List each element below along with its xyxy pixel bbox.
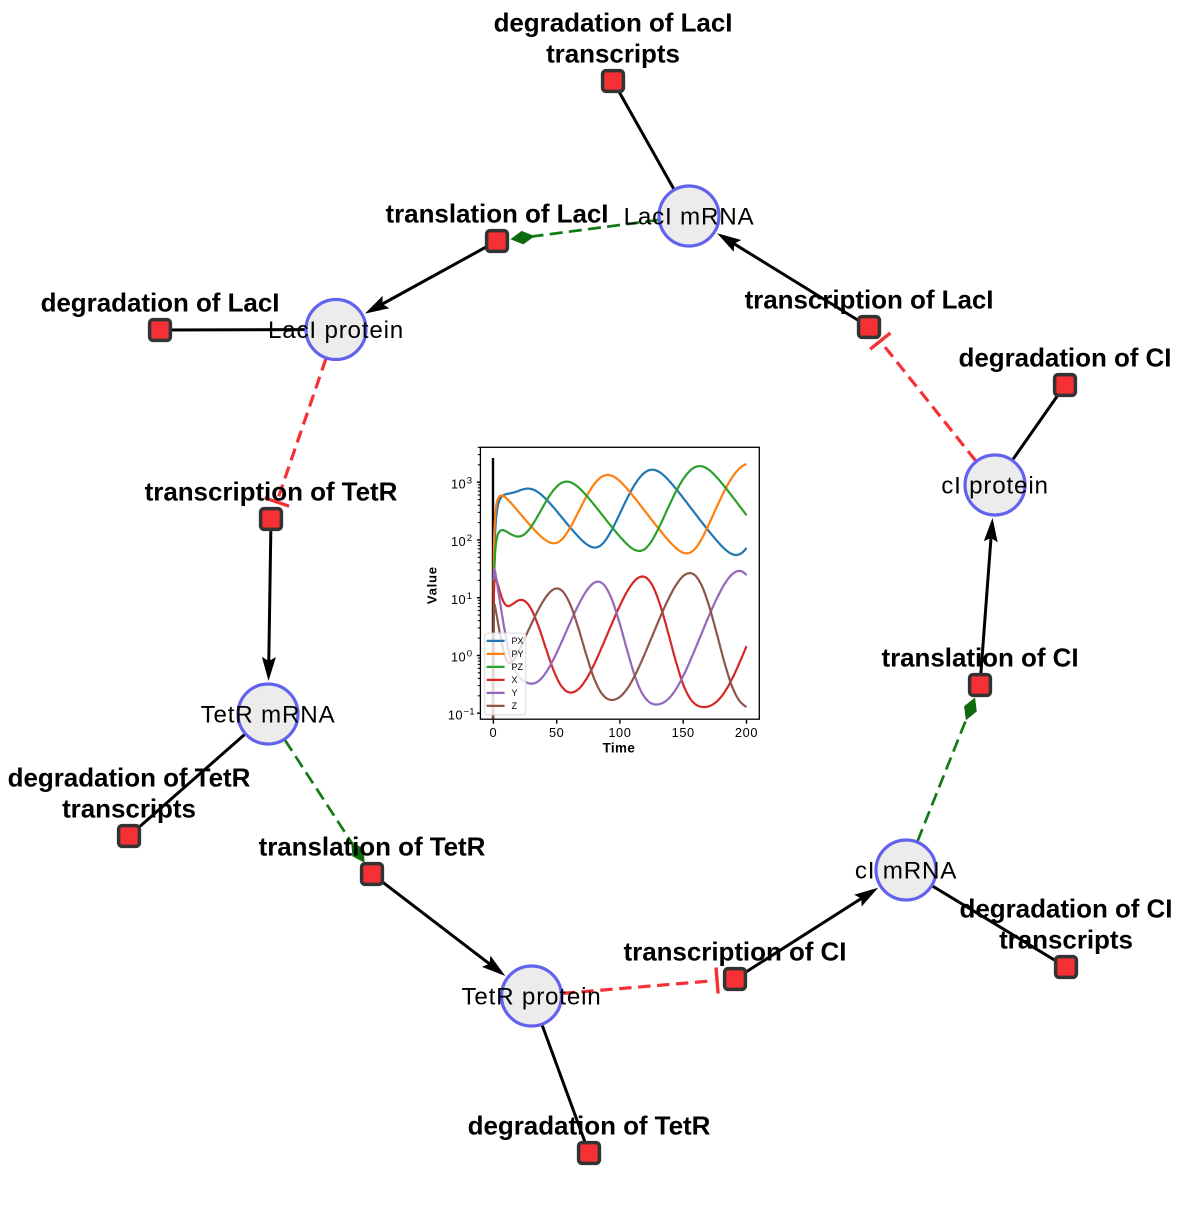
svg-text:3: 3: [467, 475, 472, 486]
svg-text:translation of TetR: translation of TetR: [259, 831, 486, 861]
svg-text:transcripts: transcripts: [62, 793, 196, 823]
svg-text:transcripts: transcripts: [999, 924, 1133, 954]
svg-text:10: 10: [451, 592, 466, 607]
svg-text:0: 0: [490, 725, 498, 740]
svg-text:transcription of CI: transcription of CI: [624, 936, 847, 966]
svg-text:TetR mRNA: TetR mRNA: [201, 702, 336, 729]
svg-text:degradation of CI: degradation of CI: [960, 893, 1173, 923]
svg-text:PX: PX: [512, 636, 524, 646]
svg-text:LacI protein: LacI protein: [268, 317, 404, 344]
svg-text:degradation of LacI: degradation of LacI: [41, 287, 280, 317]
svg-text:10: 10: [451, 650, 466, 665]
svg-text:translation of CI: translation of CI: [881, 642, 1078, 672]
svg-text:transcription of LacI: transcription of LacI: [745, 284, 994, 314]
svg-text:degradation of LacI: degradation of LacI: [494, 7, 733, 37]
svg-text:200: 200: [735, 725, 758, 740]
svg-text:10: 10: [451, 476, 466, 491]
svg-text:cI protein: cI protein: [941, 473, 1049, 500]
svg-text:cI mRNA: cI mRNA: [855, 858, 957, 885]
svg-text:translation of LacI: translation of LacI: [386, 198, 609, 228]
svg-text:Value: Value: [424, 566, 439, 604]
svg-text:transcripts: transcripts: [546, 38, 680, 68]
svg-text:2: 2: [467, 533, 472, 544]
svg-text:150: 150: [672, 725, 695, 740]
svg-text:Y: Y: [512, 688, 518, 698]
svg-text:TetR protein: TetR protein: [461, 984, 601, 1011]
svg-text:X: X: [512, 675, 518, 685]
svg-text:Time: Time: [603, 741, 636, 756]
svg-text:0: 0: [467, 649, 472, 660]
svg-text:100: 100: [608, 725, 631, 740]
svg-text:50: 50: [549, 725, 564, 740]
svg-text:degradation of CI: degradation of CI: [959, 342, 1172, 372]
svg-text:PY: PY: [512, 649, 524, 659]
svg-text:1: 1: [467, 591, 472, 602]
svg-text:LacI mRNA: LacI mRNA: [624, 204, 755, 231]
svg-text:degradation of TetR: degradation of TetR: [468, 1110, 711, 1140]
svg-text:transcription of TetR: transcription of TetR: [145, 476, 398, 506]
svg-text:degradation of TetR: degradation of TetR: [8, 762, 251, 792]
svg-text:Z: Z: [512, 701, 518, 711]
svg-text:−1: −1: [464, 706, 475, 717]
svg-text:PZ: PZ: [512, 662, 524, 672]
svg-text:10: 10: [451, 534, 466, 549]
svg-text:10: 10: [448, 707, 463, 722]
